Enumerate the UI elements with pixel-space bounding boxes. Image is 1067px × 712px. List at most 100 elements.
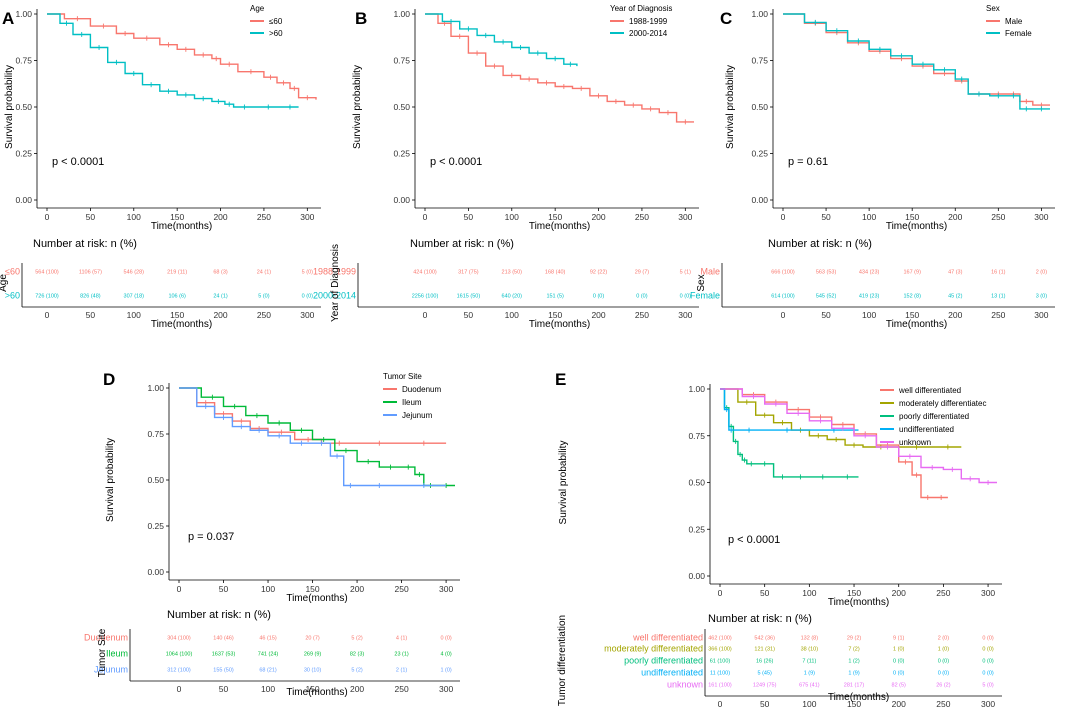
x-axis-title: Time(months) bbox=[529, 221, 590, 232]
risk-cell: 5 (0) bbox=[302, 270, 313, 276]
y-tick-label: 0.75 bbox=[15, 56, 32, 66]
panel-letter: D bbox=[103, 370, 115, 389]
risk-cell: 4 (0) bbox=[440, 652, 451, 658]
risk-cell: 151 (5) bbox=[546, 294, 564, 300]
p-value: p < 0.0001 bbox=[728, 534, 780, 546]
legend-label: >60 bbox=[269, 29, 283, 38]
risk-cell: 26 (2) bbox=[936, 683, 951, 689]
legend-label: moderately differentiatec bbox=[899, 399, 986, 408]
y-axis-title: Survival probability bbox=[105, 438, 116, 522]
risk-cell: 13 (1) bbox=[991, 294, 1006, 300]
risk-cell: 30 (10) bbox=[304, 668, 322, 674]
risk-cell: 20 (7) bbox=[305, 636, 320, 642]
risk-cell: 317 (75) bbox=[458, 270, 479, 276]
risk-cell: 61 (100) bbox=[710, 659, 731, 665]
risk-row-label: Duodenum bbox=[84, 633, 128, 643]
risk-x-tick-label: 300 bbox=[300, 310, 314, 320]
x-tick-label: 200 bbox=[350, 584, 364, 594]
risk-x-tick-label: 50 bbox=[760, 699, 770, 709]
y-axis-title: Survival probability bbox=[725, 65, 736, 149]
risk-table-y-title: Year of Diagnosis bbox=[330, 244, 341, 322]
risk-cell: 68 (21) bbox=[259, 668, 277, 674]
risk-cell: 7 (2) bbox=[848, 647, 859, 653]
risk-cell: 1249 (75) bbox=[753, 683, 777, 689]
risk-cell: 29 (2) bbox=[847, 636, 862, 642]
risk-x-tick-label: 100 bbox=[127, 310, 141, 320]
risk-cell: 564 (100) bbox=[35, 270, 59, 276]
y-tick-label: 0.25 bbox=[393, 149, 410, 159]
risk-cell: 82 (5) bbox=[892, 683, 907, 689]
risk-row-label: well differentiated bbox=[632, 633, 703, 643]
risk-cell: 5 (2) bbox=[351, 668, 362, 674]
risk-table-y-title: Sex bbox=[696, 274, 707, 291]
risk-table-title: Number at risk: n (%) bbox=[768, 238, 872, 250]
legend-label: Male bbox=[1005, 17, 1023, 26]
x-tick-label: 100 bbox=[505, 212, 519, 222]
risk-cell: 0 (0) bbox=[893, 659, 904, 665]
risk-x-tick-label: 100 bbox=[862, 310, 876, 320]
x-tick-label: 50 bbox=[86, 212, 96, 222]
risk-row-label: Ileum bbox=[106, 649, 128, 659]
risk-cell: 5 (1) bbox=[680, 270, 691, 276]
x-axis-title: Time(months) bbox=[286, 593, 347, 604]
x-tick-label: 100 bbox=[127, 212, 141, 222]
legend-label: ≤60 bbox=[269, 17, 283, 26]
risk-cell: 0 (0) bbox=[680, 294, 691, 300]
risk-cell: 366 (100) bbox=[708, 647, 732, 653]
risk-x-tick-label: 200 bbox=[892, 699, 906, 709]
risk-cell: 9 (1) bbox=[893, 636, 904, 642]
risk-x-tick-label: 0 bbox=[45, 310, 50, 320]
risk-cell: 614 (100) bbox=[771, 294, 795, 300]
risk-row-label: Jejunum bbox=[94, 665, 128, 675]
x-tick-label: 0 bbox=[177, 584, 182, 594]
risk-row-label: unknown bbox=[667, 680, 703, 690]
km-panel-e: E 0.00 0.25 0.50 0.75 1.00 0 50 100 150 200 250 300 T… bbox=[555, 370, 1002, 709]
risk-cell: 82 (3) bbox=[350, 652, 365, 658]
panel-letter: B bbox=[355, 9, 367, 28]
risk-cell: 281 (17) bbox=[844, 683, 865, 689]
risk-table-title: Number at risk: n (%) bbox=[708, 613, 812, 625]
x-tick-label: 150 bbox=[847, 588, 861, 598]
risk-x-axis-title: Time(months) bbox=[828, 692, 889, 703]
legend-title: Age bbox=[250, 4, 265, 13]
risk-x-tick-label: 200 bbox=[948, 310, 962, 320]
y-tick-label: 0.25 bbox=[15, 149, 32, 159]
risk-row-label: poorly differentiated bbox=[624, 656, 703, 666]
risk-x-tick-label: 0 bbox=[423, 310, 428, 320]
risk-x-tick-label: 50 bbox=[464, 310, 474, 320]
y-axis-title: Survival probability bbox=[352, 65, 363, 149]
risk-cell: 0 (0) bbox=[440, 636, 451, 642]
risk-cell: 269 (9) bbox=[304, 652, 322, 658]
risk-cell: 1615 (50) bbox=[457, 294, 481, 300]
risk-cell: 424 (100) bbox=[413, 270, 437, 276]
risk-cell: 5 (2) bbox=[351, 636, 362, 642]
x-tick-label: 250 bbox=[257, 212, 271, 222]
risk-cell: 4 (1) bbox=[396, 636, 407, 642]
risk-cell: 140 (46) bbox=[213, 636, 234, 642]
risk-x-tick-label: 100 bbox=[261, 684, 275, 694]
km-panel-d: D 0.00 0.25 0.50 0.75 1.00 0 50 100 150 200 250 300 T… bbox=[84, 370, 460, 698]
risk-cell: 0 (0) bbox=[982, 647, 993, 653]
x-tick-label: 300 bbox=[439, 584, 453, 594]
risk-cell: 132 (8) bbox=[801, 636, 819, 642]
risk-cell: 213 (50) bbox=[502, 270, 523, 276]
y-tick-label: 0.50 bbox=[147, 475, 164, 485]
risk-cell: 563 (53) bbox=[816, 270, 837, 276]
p-value: p = 0.037 bbox=[188, 531, 234, 543]
x-tick-label: 300 bbox=[1034, 212, 1048, 222]
legend-title: Tumor Site bbox=[383, 372, 422, 381]
y-tick-label: 0.00 bbox=[751, 195, 768, 205]
x-tick-label: 50 bbox=[219, 584, 229, 594]
risk-cell: 45 (2) bbox=[948, 294, 963, 300]
risk-table-title: Number at risk: n (%) bbox=[410, 238, 514, 250]
x-tick-label: 150 bbox=[170, 212, 184, 222]
legend-label: Ileum bbox=[402, 398, 422, 407]
risk-x-tick-label: 200 bbox=[213, 310, 227, 320]
risk-cell: 1 (9) bbox=[804, 671, 815, 677]
risk-x-tick-label: 0 bbox=[781, 310, 786, 320]
panel-letter: A bbox=[2, 9, 14, 28]
risk-x-tick-label: 0 bbox=[718, 699, 723, 709]
legend-label: well differentiated bbox=[898, 386, 961, 395]
risk-cell: 68 (3) bbox=[213, 270, 228, 276]
